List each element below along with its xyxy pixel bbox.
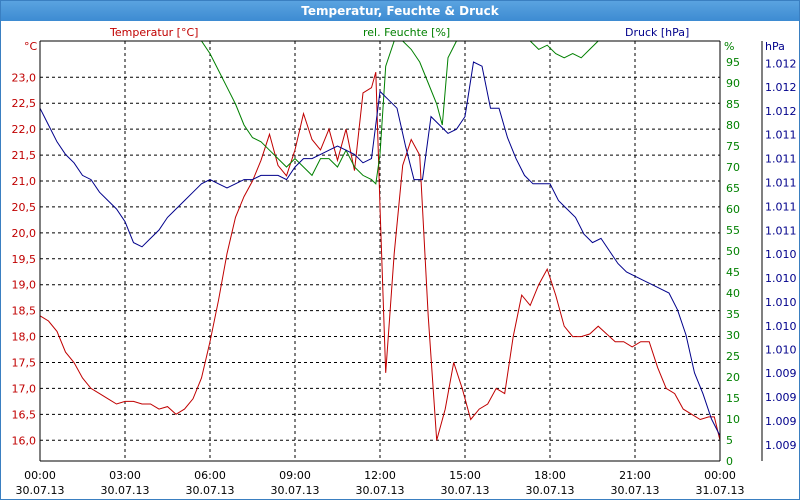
pressure-unit-label: hPa [765,40,785,53]
pressure-tick-label: 1.009 [765,415,797,428]
temperature-tick-label: 18,5 [12,305,37,318]
humidity-tick-label: 5 [726,434,733,447]
pressure-series-line [40,61,720,437]
pressure-tick-label: 1.010 [765,320,797,333]
humidity-tick-label: 65 [726,182,740,195]
humidity-tick-label: 90 [726,77,740,90]
humidity-tick-label: 20 [726,371,740,384]
labels: °C Temperatur [°C] rel. Feuchte [%] % Dr… [24,26,785,53]
x-tick-time: 06:00 [194,469,226,482]
humidity-tick-label: 30 [726,329,740,342]
temperature-tick-label: 17,5 [12,356,37,369]
pressure-tick-label: 1.009 [765,367,797,380]
pressure-tick-label: 1.010 [765,272,797,285]
x-tick-time: 21:00 [619,469,651,482]
humidity-tick-label: 10 [726,413,740,426]
temperature-tick-label: 19,5 [12,253,37,266]
x-tick-date: 30.07.13 [186,484,235,497]
temperature-tick-label: 16,5 [12,408,37,421]
temperature-tick-label: 22,5 [12,97,37,110]
pressure-tick-label: 1.010 [765,248,797,261]
humidity-axis-title: rel. Feuchte [%] [363,26,450,39]
temperature-tick-label: 20,5 [12,201,37,214]
humidity-tick-label: 55 [726,224,740,237]
humidity-tick-label: 0 [726,455,733,468]
x-tick-date: 30.07.13 [611,484,660,497]
tick-labels: 16,0 16,5 17,0 17,5 18,0 18,5 19,0 19,5 20,0 20,5… [12,56,797,497]
humidity-tick-label: 85 [726,98,740,111]
pressure-tick-label: 1.012 [765,105,797,118]
pressure-tick-label: 1.012 [765,57,797,70]
x-tick-date: 31.07.13 [696,484,745,497]
pressure-tick-label: 1.011 [765,129,797,142]
humidity-tick-label: 70 [726,161,740,174]
humidity-tick-label: 35 [726,308,740,321]
humidity-tick-label: 80 [726,119,740,132]
temperature-tick-label: 21,5 [12,149,37,162]
temperature-tick-label: 21,0 [12,175,37,188]
x-tick-date: 30.07.13 [101,484,150,497]
humidity-tick-label: 75 [726,140,740,153]
humidity-tick-label: 95 [726,56,740,69]
pressure-tick-label: 1.011 [765,224,797,237]
humidity-series-line [529,41,599,59]
x-tick-date: 30.07.13 [271,484,320,497]
pressure-tick-label: 1.010 [765,296,797,309]
x-tick-time: 15:00 [449,469,481,482]
temperature-tick-label: 20,0 [12,227,37,240]
temperature-tick-label: 18,0 [12,331,37,344]
temperature-series-line [40,71,720,441]
x-tick-date: 30.07.13 [356,484,405,497]
temperature-unit-label: °C [24,40,38,53]
temperature-axis-title: Temperatur [°C] [109,26,198,39]
pressure-tick-label: 1.012 [765,81,797,94]
pressure-tick-label: 1.009 [765,391,797,404]
humidity-tick-label: 15 [726,392,740,405]
humidity-tick-label: 50 [726,245,740,258]
x-tick-time: 03:00 [109,469,141,482]
pressure-tick-label: 1.010 [765,344,797,357]
x-tick-time: 18:00 [534,469,566,482]
humidity-unit-label: % [724,40,734,53]
x-tick-time: 00:00 [704,469,736,482]
temperature-tick-label: 17,0 [12,382,37,395]
temperature-tick-label: 16,0 [12,434,37,447]
x-tick-time: 12:00 [364,469,396,482]
axes [39,40,763,462]
x-tick-date: 30.07.13 [441,484,490,497]
pressure-tick-label: 1.011 [765,200,797,213]
pressure-tick-label: 1.011 [765,153,797,166]
temperature-tick-label: 19,0 [12,279,37,292]
humidity-tick-label: 45 [726,266,740,279]
pressure-tick-label: 1.009 [765,439,797,452]
x-tick-time: 09:00 [279,469,311,482]
pressure-axis-title: Druck [hPa] [625,26,689,39]
window-title: Temperatur, Feuchte & Druck [1,1,799,21]
humidity-tick-label: 40 [726,287,740,300]
x-tick-time: 00:00 [24,469,56,482]
x-tick-date: 30.07.13 [16,484,65,497]
grid [40,41,720,461]
pressure-tick-label: 1.011 [765,177,797,190]
x-tick-date: 30.07.13 [526,484,575,497]
temperature-tick-label: 22,0 [12,123,37,136]
humidity-tick-label: 25 [726,350,740,363]
temperature-tick-label: 23,0 [12,71,37,84]
humidity-series-line [201,41,457,185]
humidity-tick-label: 60 [726,203,740,216]
series-layer [40,41,720,441]
